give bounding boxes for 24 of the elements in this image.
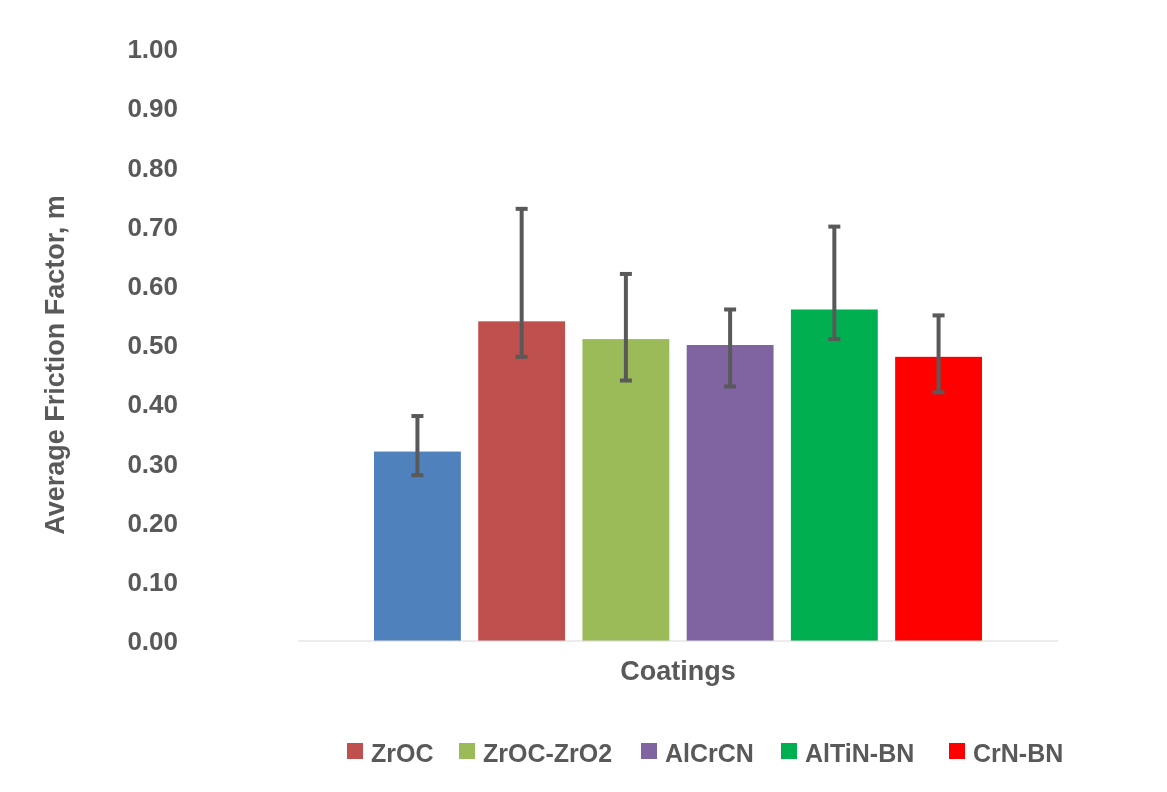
- y-tick-label: 0.90: [127, 93, 178, 124]
- y-tick-label: 1.00: [127, 34, 178, 65]
- y-tick-label: 0.20: [127, 507, 178, 538]
- y-axis-title: Average Friction Factor, m: [40, 195, 70, 535]
- x-axis-title: Coatings: [620, 656, 736, 686]
- y-tick-label: 0.40: [127, 389, 178, 420]
- legend-label: ZrOC-ZrO2: [483, 738, 613, 767]
- legend-label: AlCrCN: [665, 738, 754, 767]
- y-tick-label: 0.70: [127, 211, 178, 242]
- y-tick-label: 0.80: [127, 152, 178, 183]
- legend-label: CrN-BN: [973, 738, 1064, 767]
- y-tick-label: 0.10: [127, 566, 178, 597]
- bar: [582, 339, 670, 641]
- y-tick-label: 0.60: [127, 270, 178, 301]
- legend-label: ZrOC: [371, 738, 434, 767]
- bar: [686, 345, 774, 641]
- bar: [790, 309, 878, 641]
- bar: [895, 356, 982, 641]
- bar: [374, 451, 461, 641]
- y-tick-label: 0.00: [127, 626, 178, 657]
- bar: [478, 321, 566, 641]
- legend-label: AlTiN-BN: [805, 738, 915, 767]
- y-tick-label: 0.50: [127, 330, 178, 361]
- y-tick-label: 0.30: [127, 448, 178, 479]
